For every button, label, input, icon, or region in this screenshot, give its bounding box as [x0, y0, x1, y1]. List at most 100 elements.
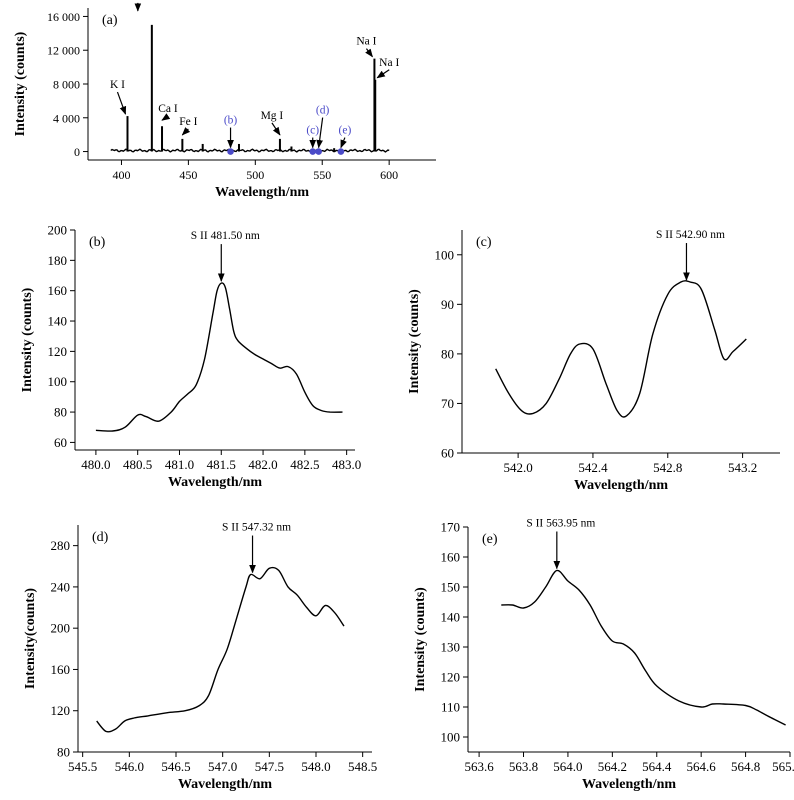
y-tick-label: 120: [441, 670, 461, 685]
y-tick-label: 170: [441, 520, 461, 535]
annotation-arrow: [271, 122, 281, 136]
annotation-arrow: [116, 91, 127, 115]
peak-annotation: Na I: [379, 57, 399, 69]
panel-label: (d): [92, 530, 109, 545]
peak-annotation: (e): [339, 125, 352, 137]
x-tick-label: 481.0: [165, 457, 194, 472]
x-tick-label: 545.5: [68, 759, 97, 774]
panel-a: 400 450 500 550 600 0 4 000 8 000 12 000 16 000 Wa…: [13, 0, 436, 200]
y-tick-label: 160: [51, 662, 71, 677]
y-tick-label: 100: [441, 730, 461, 745]
annotation-arrow: [365, 48, 373, 58]
panel-c: 542.0 542.4 542.8 543.2 60 70 80 90 100 Wavelengt…: [407, 229, 780, 493]
peak-annotation: Mg I: [261, 110, 284, 122]
x-tick-label: 500: [246, 168, 264, 182]
y-tick-label: 120: [48, 344, 68, 359]
y-tick-label: 60: [54, 435, 67, 450]
y-tick-label: 0: [74, 145, 80, 159]
x-tick-label: 483.0: [332, 457, 361, 472]
x-tick-label: 546.5: [161, 759, 190, 774]
annotation-arrow: [181, 127, 191, 136]
peak-label: S II 547.32 nm: [222, 522, 291, 534]
x-tick-label: 563.6: [464, 759, 494, 774]
peak-annotation: K I: [110, 79, 125, 91]
x-tick-label: 600: [380, 168, 398, 182]
x-tick-label: 548.0: [301, 759, 330, 774]
y-axis-label: Intensity (counts): [20, 287, 35, 392]
x-tick-label: 564.4: [642, 759, 672, 774]
x-axis-label: Wavelength/nm: [582, 777, 676, 792]
annotation-arrow: [316, 117, 324, 149]
y-tick-label: 90: [441, 297, 454, 312]
y-tick-label: 80: [441, 346, 454, 361]
y-tick-label: 70: [441, 396, 454, 411]
y-tick-label: 4 000: [53, 111, 80, 125]
y-tick-label: 200: [51, 621, 71, 636]
y-tick-label: 8 000: [53, 78, 80, 92]
x-tick-label: 542.8: [653, 460, 682, 475]
y-axis-label: Intensity(counts): [23, 588, 38, 689]
zoom-region-marker: [309, 148, 317, 155]
spectrum-line: [95, 282, 343, 432]
zoom-region-marker: [315, 148, 322, 155]
y-tick-label: 100: [435, 247, 455, 262]
spectrum-line: [96, 566, 345, 733]
panel-label: (c): [476, 235, 492, 250]
peak-label: S II 563.95 nm: [526, 518, 595, 530]
y-tick-label: 140: [48, 314, 68, 329]
peak-label: S II 481.50 nm: [191, 230, 260, 242]
y-tick-label: 240: [51, 579, 71, 594]
panel-label: (a): [102, 13, 118, 28]
y-axis-label: Intensity (counts): [413, 587, 428, 692]
x-tick-label: 547.5: [255, 759, 284, 774]
x-tick-label: 480.5: [123, 457, 152, 472]
peak-annotation: (b): [224, 115, 238, 127]
x-tick-label: 564.0: [553, 759, 582, 774]
x-tick-label: 482.5: [290, 457, 319, 472]
annotation-arrow: [376, 69, 390, 79]
x-tick-label: 542.0: [503, 460, 532, 475]
y-tick-label: 280: [51, 538, 71, 553]
x-axis-label: Wavelength/nm: [168, 475, 262, 490]
x-axis-label: Wavelength/nm: [178, 777, 272, 792]
x-tick-label: 480.0: [81, 457, 110, 472]
y-tick-label: 80: [54, 405, 67, 420]
x-tick-label: 565.00: [772, 759, 794, 774]
y-tick-label: 130: [441, 640, 461, 655]
zoom-region-marker: [227, 148, 234, 155]
x-tick-label: 543.2: [728, 460, 757, 475]
panel-e: 563.6 563.8 564.0 564.2 564.4 564.6 564.8 565.0…: [413, 518, 794, 793]
zoom-region-marker: [337, 148, 345, 155]
y-tick-label: 120: [51, 703, 71, 718]
y-tick-label: 140: [441, 610, 461, 625]
x-tick-label: 542.4: [578, 460, 608, 475]
x-tick-label: 564.2: [598, 759, 627, 774]
x-tick-label: 481.5: [207, 457, 236, 472]
peak-label: S II 542.90 nm: [656, 229, 725, 241]
x-axis-label: Wavelength/nm: [574, 478, 668, 493]
peak-annotation: Ca I: [158, 103, 178, 115]
x-tick-label: 546.0: [115, 759, 144, 774]
x-tick-label: 548.5: [348, 759, 377, 774]
y-tick-label: 150: [441, 580, 461, 595]
x-tick-label: 400: [112, 168, 130, 182]
peak-annotation: Na I: [356, 36, 376, 48]
panel-d: 545.5 546.0 546.5 547.0 547.5 548.0 548.5 80 120…: [23, 522, 377, 792]
peak-annotation: (d): [316, 105, 330, 117]
y-tick-label: 80: [57, 745, 70, 760]
y-tick-label: 16 000: [47, 10, 80, 24]
annotation-arrow: [340, 137, 347, 149]
peak-annotation: Fe I: [179, 116, 197, 128]
y-tick-label: 100: [48, 374, 68, 389]
x-tick-label: 450: [179, 168, 197, 182]
y-tick-label: 160: [441, 550, 461, 565]
x-axis-label: Wavelength/nm: [215, 185, 309, 200]
y-tick-label: 12 000: [47, 44, 80, 58]
x-tick-label: 547.0: [208, 759, 237, 774]
x-tick-label: 564.8: [731, 759, 760, 774]
y-axis-label: Intensity (counts): [407, 289, 422, 394]
y-tick-label: 110: [441, 700, 460, 715]
panel-label: (b): [89, 235, 106, 250]
annotation-arrow: [161, 113, 171, 121]
